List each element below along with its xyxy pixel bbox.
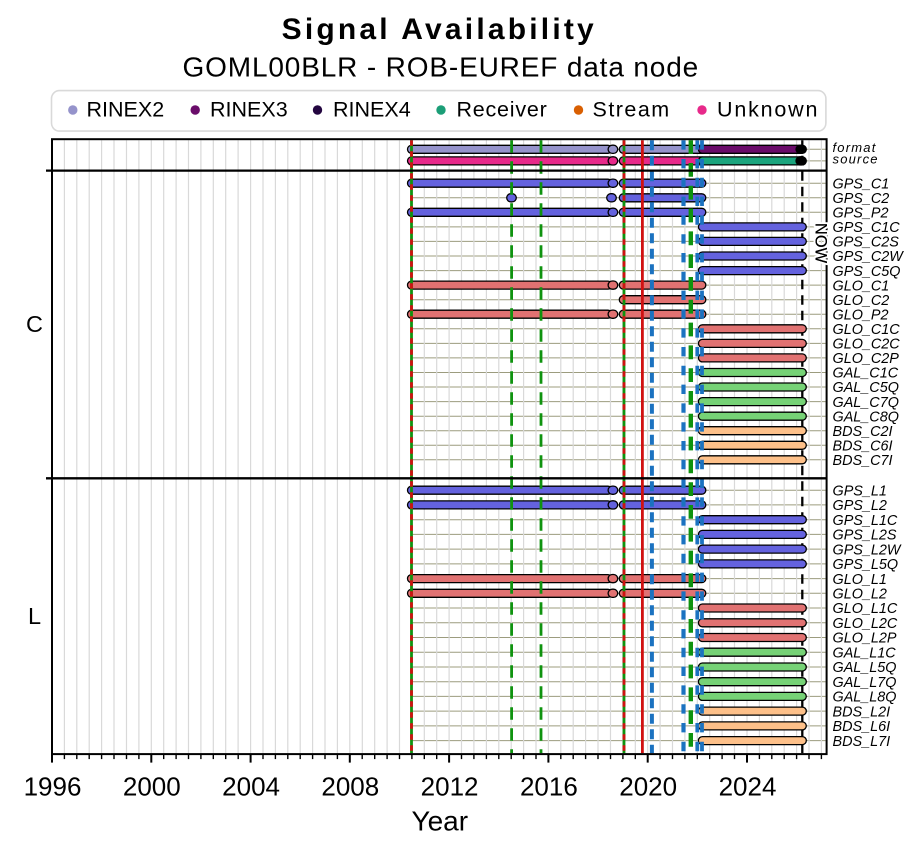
svg-text:RINEX4: RINEX4 xyxy=(333,98,411,122)
svg-text:GAL_L7Q: GAL_L7Q xyxy=(833,675,897,691)
svg-text:GPS_L1C: GPS_L1C xyxy=(833,513,898,529)
svg-text:GAL_L5Q: GAL_L5Q xyxy=(833,660,897,676)
svg-text:L: L xyxy=(28,603,41,629)
svg-text:GPS_C1C: GPS_C1C xyxy=(833,220,901,236)
svg-text:BDS_C7I: BDS_C7I xyxy=(833,453,893,469)
svg-text:GAL_L8Q: GAL_L8Q xyxy=(833,690,897,706)
svg-text:RINEX3: RINEX3 xyxy=(210,98,288,122)
svg-text:BDS_L7I: BDS_L7I xyxy=(833,734,891,750)
svg-text:GPS_P2: GPS_P2 xyxy=(833,206,889,222)
svg-text:2012: 2012 xyxy=(421,771,479,801)
svg-text:GLO_L1C: GLO_L1C xyxy=(833,601,898,617)
svg-text:GAL_L1C: GAL_L1C xyxy=(833,645,897,661)
svg-text:GAL_C5Q: GAL_C5Q xyxy=(833,380,899,396)
svg-text:GAL_C7Q: GAL_C7Q xyxy=(833,395,899,411)
svg-text:GPS_L2W: GPS_L2W xyxy=(833,542,902,558)
svg-text:NOW: NOW xyxy=(812,223,830,264)
svg-text:BDS_L6I: BDS_L6I xyxy=(833,719,891,735)
svg-text:GLO_L1: GLO_L1 xyxy=(833,572,887,588)
svg-text:GPS_C1: GPS_C1 xyxy=(833,176,890,192)
svg-text:GLO_L2: GLO_L2 xyxy=(833,587,887,603)
svg-text:2016: 2016 xyxy=(520,771,578,801)
svg-text:GPS_L5Q: GPS_L5Q xyxy=(833,557,899,573)
svg-text:Stream: Stream xyxy=(593,98,671,122)
svg-text:BDS_L2I: BDS_L2I xyxy=(833,704,891,720)
svg-text:BDS_C6I: BDS_C6I xyxy=(833,439,893,455)
svg-text:GLO_C1: GLO_C1 xyxy=(833,278,890,294)
svg-text:GLO_P2: GLO_P2 xyxy=(833,307,889,323)
svg-text:2004: 2004 xyxy=(222,771,280,801)
svg-text:Year: Year xyxy=(412,806,469,837)
svg-text:Receiver: Receiver xyxy=(457,98,548,122)
svg-text:GAL_C8Q: GAL_C8Q xyxy=(833,409,899,425)
svg-text:GPS_C5Q: GPS_C5Q xyxy=(833,264,901,280)
svg-text:GPS_L1: GPS_L1 xyxy=(833,483,887,499)
svg-text:GPS_C2: GPS_C2 xyxy=(833,191,890,207)
svg-text:GOML00BLR - ROB-EUREF data nod: GOML00BLR - ROB-EUREF data node xyxy=(183,51,700,82)
svg-text:2024: 2024 xyxy=(719,771,777,801)
svg-text:BDS_C2I: BDS_C2I xyxy=(833,424,893,440)
svg-text:2020: 2020 xyxy=(619,771,677,801)
svg-text:GLO_C2C: GLO_C2C xyxy=(833,337,901,353)
svg-text:GLO_C1C: GLO_C1C xyxy=(833,322,901,338)
svg-text:GPS_L2: GPS_L2 xyxy=(833,498,887,514)
svg-text:Signal Availability: Signal Availability xyxy=(282,13,597,46)
svg-text:GLO_C2: GLO_C2 xyxy=(833,293,890,309)
svg-text:format: format xyxy=(833,140,877,155)
svg-text:2008: 2008 xyxy=(321,771,379,801)
svg-text:GPS_C2W: GPS_C2W xyxy=(833,249,905,265)
svg-text:GLO_L2C: GLO_L2C xyxy=(833,616,898,632)
svg-text:2000: 2000 xyxy=(123,771,181,801)
svg-text:GPS_C2S: GPS_C2S xyxy=(833,235,900,251)
svg-text:GLO_C2P: GLO_C2P xyxy=(833,351,900,367)
svg-text:NOW: NOW xyxy=(812,223,830,264)
svg-text:GAL_C1C: GAL_C1C xyxy=(833,366,899,382)
svg-text:GPS_L2S: GPS_L2S xyxy=(833,528,897,544)
svg-text:source: source xyxy=(833,151,879,166)
svg-text:RINEX2: RINEX2 xyxy=(87,98,165,122)
svg-text:1996: 1996 xyxy=(24,771,82,801)
svg-text:Unknown: Unknown xyxy=(717,98,819,122)
svg-text:C: C xyxy=(26,311,43,337)
svg-text:GLO_L2P: GLO_L2P xyxy=(833,631,897,647)
